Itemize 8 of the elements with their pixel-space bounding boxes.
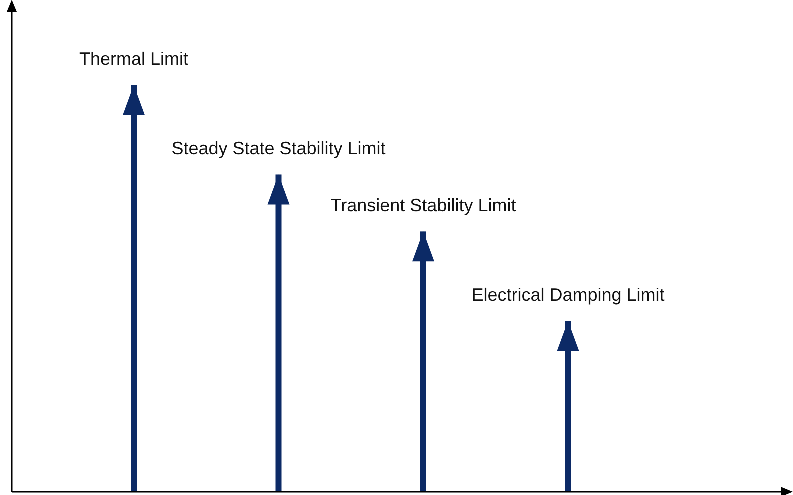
bar	[420, 232, 426, 492]
x-tick-label: Steady State Stability Limit	[172, 138, 386, 159]
x-tick-label: Thermal Limit	[79, 49, 189, 70]
x-tick-label: Electrical Damping Limit	[472, 285, 665, 306]
bar	[131, 85, 137, 492]
x-tick-label: Transient Stability Limit	[330, 196, 516, 216]
bar	[276, 174, 282, 492]
bar	[565, 321, 572, 492]
